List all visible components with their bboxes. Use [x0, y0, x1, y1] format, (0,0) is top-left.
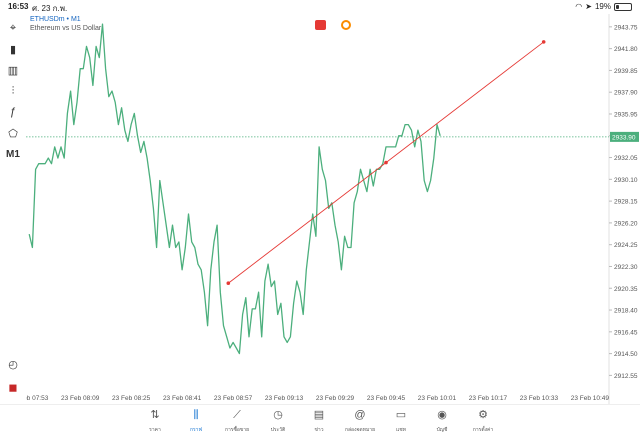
y-tick-label: 2914.50: [614, 351, 638, 358]
nav-chart[interactable]: ⫼ กราฟ: [173, 409, 219, 434]
settings-sliders-icon[interactable]: ⫶: [11, 84, 15, 97]
nav-settings[interactable]: ⚙ การตั้งค่า: [460, 409, 506, 434]
app-logo-icon[interactable]: ◼: [8, 381, 18, 394]
x-tick-label: 23 Feb 08:41: [163, 395, 202, 402]
battery-percent: 19%: [594, 2, 611, 11]
trendline-mid-handle[interactable]: [384, 160, 388, 165]
nav-news[interactable]: ▤ ข่าว: [296, 409, 342, 434]
chat-icon: ▭: [395, 409, 407, 421]
nav-history[interactable]: ◷ ประวัติ: [255, 409, 301, 434]
x-tick-label: 23 Feb 09:29: [316, 395, 355, 402]
x-tick-label: 23 Feb 09:13: [265, 395, 304, 402]
trade-icon: ⟋: [233, 409, 241, 421]
bottom-nav: ⇅ ราคา ⫼ กราฟ ⟋ การซื้อขาย ◷ ประวัติ ▤ ข่าว @ กล่อง…: [0, 404, 640, 447]
check-circle-icon[interactable]: ◴: [8, 358, 18, 371]
nav-trade[interactable]: ⟋ การซื้อขาย: [214, 409, 260, 434]
x-tick-label: 23 Feb 08:09: [61, 395, 100, 402]
y-tick-label: 2943.75: [614, 24, 638, 31]
y-tick-label: 2922.30: [614, 264, 638, 271]
quotes-icon: ⇅: [150, 409, 160, 421]
chart-type-icon[interactable]: ▮: [9, 43, 17, 56]
symbol-header[interactable]: ETHUSDm • M1 Ethereum vs US Dollar: [30, 15, 101, 33]
x-tick-label: 23 Feb 08:57: [214, 395, 253, 402]
history-icon: ◷: [273, 409, 283, 421]
x-tick-label: 23 Feb 10:01: [418, 395, 457, 402]
y-tick-label: 2941.80: [614, 46, 638, 53]
x-tick-label: 23 Feb 07:53: [26, 395, 49, 402]
nav-label: บัญชี: [436, 427, 448, 433]
nav-label: ข่าว: [314, 427, 324, 433]
trendline-end-handle[interactable]: [541, 40, 546, 44]
one-click-buy-icon[interactable]: [341, 20, 351, 30]
wifi-icon: ◠: [575, 2, 583, 11]
y-tick-label: 2918.40: [614, 308, 638, 315]
y-tick-label: 2926.20: [614, 220, 638, 227]
accounts-icon: ◉: [437, 409, 447, 421]
x-tick-label: 23 Feb 10:33: [520, 395, 559, 402]
x-tick-label: 23 Feb 10:49: [571, 395, 610, 402]
one-click-sell-icon[interactable]: [315, 20, 326, 30]
nav-label: ประวัติ: [270, 427, 286, 433]
chart-icon: ⫼: [193, 409, 199, 421]
location-icon: ➤: [585, 2, 592, 11]
y-tick-label: 2920.35: [614, 286, 638, 293]
x-tick-label: 23 Feb 09:45: [367, 395, 406, 402]
status-indicators: ◠ ➤ 19%: [575, 2, 632, 11]
y-tick-label: 2912.55: [614, 373, 638, 380]
price-chart[interactable]: 2943.752941.802939.852937.902935.952934.…: [26, 14, 640, 404]
indicators-icon[interactable]: ▥: [7, 64, 19, 77]
y-tick-label: 2937.90: [614, 90, 638, 97]
price-series-line: [28, 23, 441, 355]
y-tick-label: 2935.95: [614, 111, 638, 118]
nav-label: การซื้อขาย: [224, 427, 250, 433]
nav-label: แชท: [396, 427, 406, 433]
status-time: 16:53: [8, 2, 29, 11]
crosshair-icon[interactable]: ⌖: [9, 21, 17, 34]
nav-label: กราฟ: [189, 427, 203, 433]
nav-chat[interactable]: ▭ แชท: [378, 409, 424, 434]
x-tick-label: 23 Feb 10:17: [469, 395, 508, 402]
chart-area[interactable]: 2943.752941.802939.852937.902935.952934.…: [26, 14, 640, 404]
y-tick-label: 2939.85: [614, 68, 638, 75]
current-price-badge: [610, 131, 639, 142]
y-tick-label: 2916.45: [614, 329, 638, 336]
mailbox-icon: @: [354, 409, 366, 421]
trendline-start-handle[interactable]: [226, 281, 231, 286]
x-tick-label: 23 Feb 08:25: [112, 395, 151, 402]
y-tick-label: 2930.10: [614, 177, 638, 184]
y-tick-label: 2928.15: [614, 199, 638, 206]
status-date: ศ. 23 ก.พ.: [32, 4, 68, 13]
chart-toolbar: ⌖ ▮ ▥ ⫶ ƒ ⬠ M1 ◴ ◼: [0, 14, 26, 404]
current-price-label: 2933.90: [612, 134, 636, 141]
nav-label: ราคา: [149, 427, 161, 433]
shapes-icon[interactable]: ⬠: [8, 127, 18, 140]
symbol-description: Ethereum vs US Dollar: [30, 25, 102, 32]
battery-icon: [614, 2, 632, 11]
nav-accounts[interactable]: ◉ บัญชี: [419, 409, 465, 434]
y-tick-label: 2932.05: [614, 155, 638, 162]
function-icon[interactable]: ƒ: [9, 106, 17, 118]
settings-icon: ⚙: [478, 409, 488, 421]
symbol-name[interactable]: ETHUSDm • M1: [30, 16, 81, 23]
nav-label: การตั้งค่า: [472, 427, 494, 433]
nav-quotes[interactable]: ⇅ ราคา: [132, 409, 178, 434]
status-bar: 16:53 ศ. 23 ก.พ. ◠ ➤ 19%: [0, 0, 640, 14]
timeframe-button[interactable]: M1: [6, 148, 20, 160]
y-tick-label: 2924.25: [614, 242, 638, 249]
nav-mailbox[interactable]: @ กล่องจดหมาย: [337, 409, 383, 434]
nav-label: กล่องจดหมาย: [344, 427, 376, 433]
news-icon: ▤: [313, 409, 325, 421]
